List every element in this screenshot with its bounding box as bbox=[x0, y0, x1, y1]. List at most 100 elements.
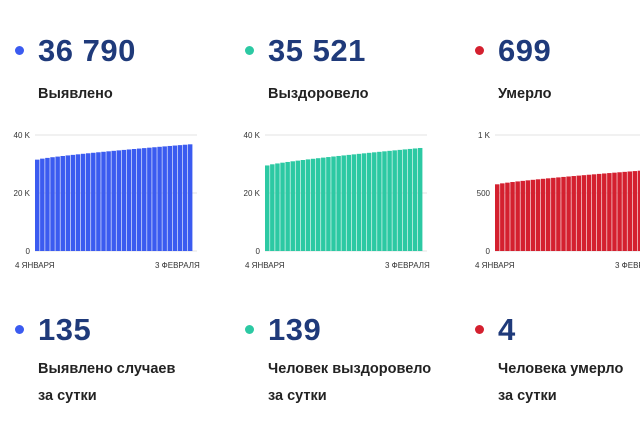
bar bbox=[111, 150, 116, 251]
x-start-label: 4 ЯНВАРЯ bbox=[245, 261, 285, 270]
bar bbox=[366, 152, 372, 251]
y-tick-label: 0 bbox=[256, 247, 261, 256]
bar bbox=[50, 157, 55, 251]
detected-dot-icon bbox=[15, 46, 24, 55]
bar bbox=[80, 153, 86, 251]
bar bbox=[136, 148, 142, 251]
bar bbox=[265, 165, 270, 251]
bar bbox=[627, 171, 633, 251]
bar bbox=[310, 158, 316, 251]
bar bbox=[162, 146, 167, 251]
daily-value: 139 bbox=[268, 312, 322, 347]
stat-panel-detected: 36 790 Выявлено 0 20 K 40 K 4 ЯНВАРЯ 3 ФЕВРА… bbox=[10, 0, 640, 427]
bar bbox=[612, 172, 617, 251]
y-tick-label: 1 K bbox=[478, 131, 491, 140]
bar bbox=[576, 175, 582, 251]
bar bbox=[581, 175, 587, 251]
bar bbox=[315, 158, 321, 251]
bar bbox=[387, 150, 392, 251]
y-tick-label: 0 bbox=[486, 247, 491, 256]
total-label: Выздоровело bbox=[268, 86, 369, 102]
bar bbox=[147, 147, 152, 251]
bar bbox=[121, 149, 127, 251]
bar bbox=[510, 182, 515, 251]
bar bbox=[571, 176, 576, 251]
bar bbox=[372, 152, 377, 251]
chart: 0 20 K 40 K 4 ЯНВАРЯ 3 ФЕВРАЛЯ bbox=[14, 131, 200, 270]
bar bbox=[126, 149, 132, 251]
bar bbox=[530, 179, 536, 251]
daily-label: Человек выздоровело за сутки bbox=[268, 356, 431, 410]
bar bbox=[280, 162, 285, 251]
bar bbox=[167, 145, 173, 251]
bar bbox=[500, 183, 505, 251]
daily-label-line2: за сутки bbox=[498, 388, 557, 404]
bar bbox=[566, 176, 571, 251]
bar bbox=[637, 170, 640, 251]
y-tick-label: 20 K bbox=[14, 189, 31, 198]
bar bbox=[300, 159, 306, 251]
bar bbox=[632, 171, 638, 251]
bar bbox=[45, 157, 50, 251]
bar bbox=[607, 173, 612, 251]
recovered-daily-dot-icon bbox=[245, 325, 254, 334]
bar bbox=[326, 157, 331, 251]
bar bbox=[397, 149, 403, 251]
deaths-daily-dot-icon bbox=[475, 325, 484, 334]
total-label: Выявлено bbox=[38, 86, 113, 102]
detected-daily-dot-icon bbox=[15, 325, 24, 334]
bar bbox=[270, 164, 275, 251]
bar bbox=[177, 145, 183, 251]
y-tick-label: 500 bbox=[477, 189, 491, 198]
bar bbox=[152, 147, 157, 251]
bar bbox=[172, 145, 178, 251]
x-end-label: 3 ФЕВРАЛЯ bbox=[615, 261, 640, 270]
x-start-label: 4 ЯНВАРЯ bbox=[475, 261, 515, 270]
bar bbox=[377, 151, 382, 251]
bar bbox=[60, 155, 65, 251]
bar bbox=[535, 179, 541, 251]
deaths-dot-icon bbox=[475, 46, 484, 55]
bar bbox=[116, 150, 122, 251]
bar bbox=[515, 181, 520, 251]
bar bbox=[101, 151, 106, 251]
bar bbox=[331, 156, 336, 251]
bar bbox=[182, 144, 188, 251]
total-value: 699 bbox=[498, 33, 552, 68]
bar bbox=[382, 151, 387, 251]
bar bbox=[412, 148, 418, 251]
bar bbox=[187, 144, 193, 251]
bar bbox=[55, 156, 60, 251]
daily-label-line2: за сутки bbox=[38, 388, 97, 404]
bar bbox=[75, 154, 81, 251]
bar bbox=[622, 171, 627, 251]
y-tick-label: 20 K bbox=[244, 189, 261, 198]
bar bbox=[417, 147, 423, 251]
x-end-label: 3 ФЕВРАЛЯ bbox=[155, 261, 200, 270]
bar bbox=[295, 160, 301, 251]
bar bbox=[351, 154, 357, 251]
y-tick-label: 0 bbox=[26, 247, 31, 256]
bar bbox=[525, 180, 531, 251]
bar bbox=[40, 158, 45, 251]
bar bbox=[540, 178, 546, 251]
bar bbox=[520, 180, 525, 251]
bar bbox=[70, 154, 76, 251]
chart: 0 500 1 K 4 ЯНВАРЯ 3 ФЕВРАЛЯ bbox=[475, 131, 640, 270]
bar bbox=[91, 152, 96, 251]
bar bbox=[131, 149, 137, 251]
bar bbox=[361, 153, 367, 251]
bar bbox=[356, 153, 362, 251]
x-start-label: 4 ЯНВАРЯ bbox=[15, 261, 55, 270]
x-end-label: 3 ФЕВРАЛЯ bbox=[385, 261, 430, 270]
daily-label-line1: Человек выздоровело bbox=[268, 361, 432, 377]
bar bbox=[561, 176, 566, 251]
bar bbox=[392, 150, 397, 251]
bar bbox=[336, 155, 341, 251]
daily-label-line1: Человека умерло bbox=[498, 361, 624, 377]
bar bbox=[556, 177, 561, 251]
stat-panel-deaths: 699 Умерло 0 500 1 K 4 ЯНВАРЯ 3 ФЕВРАЛЯ 4 Че… bbox=[470, 0, 640, 427]
bar bbox=[402, 149, 408, 251]
bar bbox=[35, 159, 40, 251]
daily-label-line2: за сутки bbox=[268, 388, 327, 404]
